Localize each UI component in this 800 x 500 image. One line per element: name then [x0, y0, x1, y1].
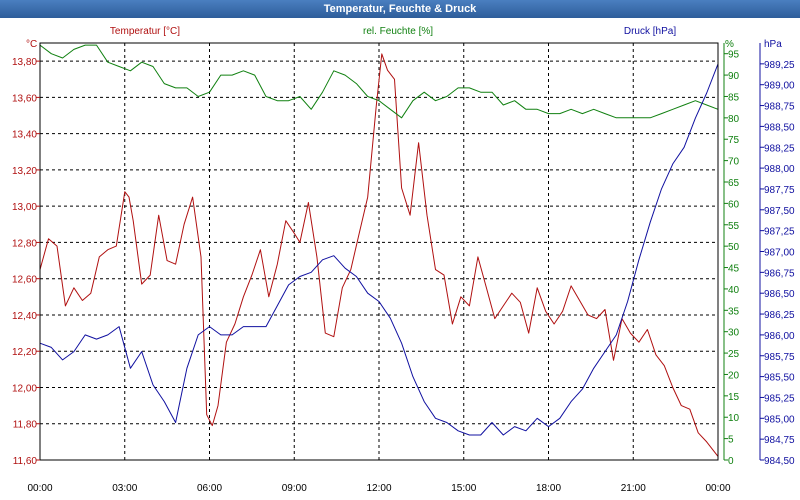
- humidity-unit-label: %: [725, 39, 734, 50]
- humidity-tick-label: 5: [728, 435, 734, 446]
- pressure-tick-label: 987,50: [764, 206, 795, 217]
- pressure-tick-label: 984,50: [764, 456, 795, 467]
- pressure-tick-label: 984,75: [764, 435, 795, 446]
- pressure-tick-label: 988,25: [764, 143, 795, 154]
- axes-group: 00:0003.12.1803:0003.12.1806:0003.12.180…: [12, 42, 795, 494]
- temperature-tick-label: 13,20: [12, 166, 37, 177]
- temperature-unit-label: °C: [26, 39, 37, 50]
- humidity-tick-label: 70: [728, 157, 740, 168]
- temperature-tick-label: 12,20: [12, 347, 37, 358]
- temperature-tick-label: 12,80: [12, 238, 37, 249]
- grid: [40, 43, 718, 461]
- humidity-tick-label: 25: [728, 349, 740, 360]
- humidity-tick-label: 35: [728, 306, 740, 317]
- humidity-tick-label: 45: [728, 264, 740, 275]
- x-tick-time: 15:00: [451, 483, 476, 494]
- humidity-tick-label: 50: [728, 242, 740, 253]
- pressure-tick-label: 988,75: [764, 102, 795, 113]
- pressure-tick-label: 985,25: [764, 393, 795, 404]
- humidity-tick-label: 55: [728, 221, 740, 232]
- weather-chart: 00:0003.12.1803:0003.12.1806:0003.12.180…: [12, 26, 795, 494]
- humidity-tick-label: 80: [728, 114, 740, 125]
- humidity-tick-label: 95: [728, 50, 740, 61]
- pressure-tick-label: 989,25: [764, 60, 795, 71]
- temperature-series-line: [39, 53, 719, 457]
- humidity-tick-label: 85: [728, 92, 740, 103]
- temperature-tick-label: 13,80: [12, 57, 37, 68]
- x-tick-time: 00:00: [705, 483, 730, 494]
- pressure-tick-label: 989,00: [764, 81, 795, 92]
- pressure-tick-label: 986,75: [764, 268, 795, 279]
- humidity-tick-label: 0: [728, 456, 734, 467]
- pressure-tick-label: 987,75: [764, 185, 795, 196]
- series-group: [39, 44, 719, 457]
- x-tick-time: 00:00: [27, 483, 52, 494]
- pressure-tick-label: 988,00: [764, 164, 795, 175]
- window-title: Temperatur, Feuchte & Druck: [323, 3, 477, 15]
- temperature-tick-label: 13,60: [12, 93, 37, 104]
- humidity-tick-label: 15: [728, 392, 740, 403]
- humidity-tick-label: 65: [728, 178, 740, 189]
- temperature-tick-label: 13,40: [12, 130, 37, 141]
- x-tick-time: 09:00: [282, 483, 307, 494]
- temperature-tick-label: 12,40: [12, 311, 37, 322]
- x-tick-time: 03:00: [112, 483, 137, 494]
- pressure-tick-label: 987,00: [764, 248, 795, 259]
- humidity-series-line: [39, 44, 719, 119]
- plot-frame: [39, 42, 719, 461]
- humidity-tick-label: 30: [728, 328, 740, 339]
- humidity-tick-label: 20: [728, 370, 740, 381]
- pressure-tick-label: 985,75: [764, 352, 795, 363]
- pressure-series-line: [39, 63, 719, 436]
- x-tick-time: 06:00: [197, 483, 222, 494]
- window-title-bar: Temperatur, Feuchte & Druck: [0, 0, 800, 18]
- humidity-tick-label: 10: [728, 413, 740, 424]
- humidity-tick-label: 75: [728, 135, 740, 146]
- pressure-tick-label: 986,25: [764, 310, 795, 321]
- humidity-tick-label: 90: [728, 71, 740, 82]
- temperature-tick-label: 11,80: [13, 420, 38, 431]
- pressure-tick-label: 986,00: [764, 331, 795, 342]
- pressure-axis-label: Druck [hPa]: [624, 26, 676, 37]
- temperature-tick-label: 11,60: [13, 456, 38, 467]
- humidity-tick-label: 40: [728, 285, 740, 296]
- pressure-tick-label: 987,25: [764, 227, 795, 238]
- humidity-axis-label: rel. Feuchte [%]: [363, 26, 433, 37]
- pressure-tick-label: 985,50: [764, 373, 795, 384]
- temperature-tick-label: 12,00: [12, 383, 37, 394]
- pressure-tick-label: 988,50: [764, 122, 795, 133]
- x-tick-time: 18:00: [536, 483, 561, 494]
- pressure-tick-label: 985,00: [764, 414, 795, 425]
- pressure-unit-label: hPa: [764, 39, 782, 50]
- pressure-tick-label: 986,50: [764, 289, 795, 300]
- x-tick-time: 12:00: [366, 483, 391, 494]
- x-tick-time: 21:00: [621, 483, 646, 494]
- temperature-axis-label: Temperatur [°C]: [110, 26, 180, 37]
- temperature-tick-label: 12,60: [12, 275, 37, 286]
- temperature-tick-label: 13,00: [12, 202, 37, 213]
- humidity-tick-label: 60: [728, 199, 740, 210]
